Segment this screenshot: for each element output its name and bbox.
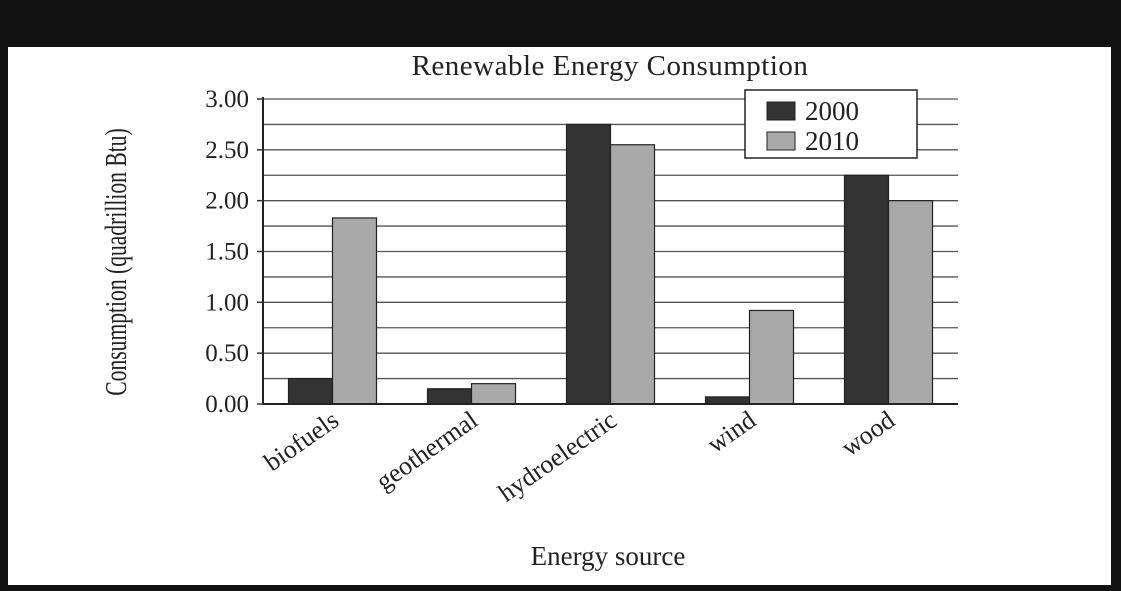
y-tick-label: 1.50 xyxy=(205,239,249,266)
y-tick-label: 0.00 xyxy=(205,391,249,418)
bar-geothermal-2000 xyxy=(426,388,473,405)
x-axis-label: Energy source xyxy=(531,541,686,571)
chart-title: Renewable Energy Consumption xyxy=(412,50,809,82)
y-axis-label: Consumption (quadrillion Btu) xyxy=(98,128,133,395)
bar-wood-2000 xyxy=(843,174,890,405)
y-tick-label: 0.50 xyxy=(205,340,249,367)
bar-wind-2010 xyxy=(748,309,795,405)
x-tick-label: biofuels xyxy=(259,405,344,477)
x-tick-label: wood xyxy=(836,405,900,462)
bar-chart: Renewable Energy Consumption 0.00 0.50 1.0… xyxy=(98,50,958,571)
x-tick-label: geothermal xyxy=(371,405,483,496)
bar-hydroelectric-2000 xyxy=(565,123,612,405)
bar-biofuels-2010 xyxy=(331,217,378,405)
legend-swatch xyxy=(766,131,796,151)
x-tick-label: hydroelectric xyxy=(493,405,622,507)
bars xyxy=(287,123,934,405)
chart-frame: Renewable Energy Consumption 0.00 0.50 1.0… xyxy=(8,47,1111,585)
legend-swatch xyxy=(766,101,796,121)
legend-label: 2010 xyxy=(805,126,859,156)
x-tick-label: wind xyxy=(702,405,761,459)
y-tick-label: 2.50 xyxy=(205,137,249,164)
x-tick-labels: biofuels geothermal hydroelectric wind wood xyxy=(259,405,900,507)
y-tick-label: 3.00 xyxy=(205,86,249,113)
legend-label: 2000 xyxy=(805,96,859,126)
bar-hydroelectric-2010 xyxy=(609,144,656,405)
bar-wind-2000 xyxy=(704,396,751,405)
bar-biofuels-2000 xyxy=(287,377,334,405)
y-tick-labels: 0.00 0.50 1.00 1.50 2.00 2.50 3.00 xyxy=(205,86,263,418)
y-tick-label: 2.00 xyxy=(205,188,249,215)
bar-wood-2010 xyxy=(887,200,934,405)
bar-geothermal-2010 xyxy=(470,383,517,405)
y-tick-label: 1.00 xyxy=(205,289,249,316)
